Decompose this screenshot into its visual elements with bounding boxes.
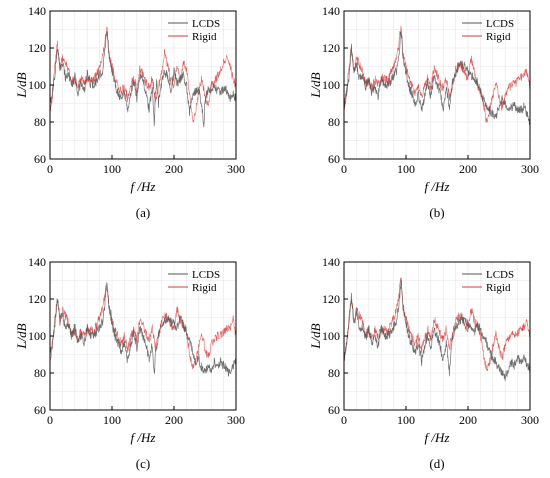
- x-tick-label: 100: [397, 413, 415, 427]
- x-tick-label: 200: [459, 162, 477, 176]
- y-tick-label: 100: [28, 329, 46, 343]
- y-tick-label: 80: [34, 115, 46, 129]
- x-tick-label: 300: [521, 162, 539, 176]
- y-tick-label: 140: [322, 255, 340, 269]
- y-tick-label: 80: [328, 366, 340, 380]
- series-line-lcds: [49, 282, 237, 378]
- legend-label-rigid: Rigid: [192, 31, 217, 43]
- y-tick-label: 140: [322, 4, 340, 18]
- y-tick-label: 120: [322, 292, 340, 306]
- y-tick-label: 140: [28, 255, 46, 269]
- x-tick-label: 0: [341, 413, 347, 427]
- x-axis-label: f /Hz: [131, 430, 156, 445]
- panel-label: (d): [429, 456, 444, 471]
- x-axis-label: f /Hz: [425, 430, 450, 445]
- x-tick-label: 100: [103, 162, 121, 176]
- x-tick-label: 200: [165, 413, 183, 427]
- legend-label-lcds: LCDS: [192, 269, 220, 281]
- x-tick-label: 0: [341, 162, 347, 176]
- series-line-lcds: [49, 31, 237, 128]
- y-axis-label: L/dB: [308, 72, 323, 98]
- series-line-lcds: [343, 30, 531, 126]
- x-tick-label: 300: [227, 413, 245, 427]
- grid-lines: [344, 11, 530, 159]
- y-tick-label: 60: [328, 152, 340, 166]
- x-tick-label: 0: [47, 413, 53, 427]
- chart-panel-b: 0 100 200 300 60 80 100 120 140 f /Hz L/dB LCDSRigi…: [308, 4, 539, 220]
- panel-label: (c): [136, 456, 150, 471]
- x-axis-label: f /Hz: [425, 179, 450, 194]
- x-tick-label: 0: [47, 162, 53, 176]
- y-tick-label: 120: [322, 41, 340, 55]
- x-tick-label: 300: [521, 413, 539, 427]
- panel-label: (b): [429, 205, 444, 220]
- y-tick-label: 100: [322, 329, 340, 343]
- x-tick-label: 100: [103, 413, 121, 427]
- series-line-rigid: [49, 285, 237, 370]
- panel-label: (a): [136, 205, 150, 220]
- x-axis-label: f /Hz: [131, 179, 156, 194]
- x-tick-label: 200: [459, 413, 477, 427]
- legend-label-lcds: LCDS: [486, 18, 514, 30]
- x-tick-label: 200: [165, 162, 183, 176]
- y-tick-label: 80: [328, 115, 340, 129]
- y-tick-label: 60: [34, 403, 46, 417]
- y-axis-label: L/dB: [14, 72, 29, 98]
- x-tick-label: 300: [227, 162, 245, 176]
- y-tick-label: 60: [34, 152, 46, 166]
- legend-label-rigid: Rigid: [486, 31, 511, 43]
- y-axis-label: L/dB: [14, 323, 29, 349]
- chart-panel-a: 0 100 200 300 60 80 100 120 140 f /Hz L/dB LCDSRigi…: [14, 4, 245, 220]
- y-tick-label: 120: [28, 292, 46, 306]
- legend-label-lcds: LCDS: [486, 269, 514, 281]
- x-tick-label: 100: [397, 162, 415, 176]
- y-tick-label: 80: [34, 366, 46, 380]
- series-line-lcds: [343, 277, 531, 382]
- chart-panel-d: 0 100 200 300 60 80 100 120 140 f /Hz L/dB LCDSRigi…: [308, 255, 539, 471]
- series-line-rigid: [343, 278, 531, 372]
- y-tick-label: 140: [28, 4, 46, 18]
- chart-panel-c: 0 100 200 300 60 80 100 120 140 f /Hz L/dB LCDSRigi…: [14, 255, 245, 471]
- y-tick-label: 60: [328, 403, 340, 417]
- legend-label-rigid: Rigid: [192, 282, 217, 294]
- y-tick-label: 120: [28, 41, 46, 55]
- series-line-rigid: [343, 25, 531, 123]
- y-tick-label: 100: [322, 78, 340, 92]
- legend-label-rigid: Rigid: [486, 282, 511, 294]
- series-line-rigid: [49, 26, 237, 123]
- legend-label-lcds: LCDS: [192, 18, 220, 30]
- y-axis-label: L/dB: [308, 323, 323, 349]
- y-tick-label: 100: [28, 78, 46, 92]
- grid-lines: [50, 262, 236, 410]
